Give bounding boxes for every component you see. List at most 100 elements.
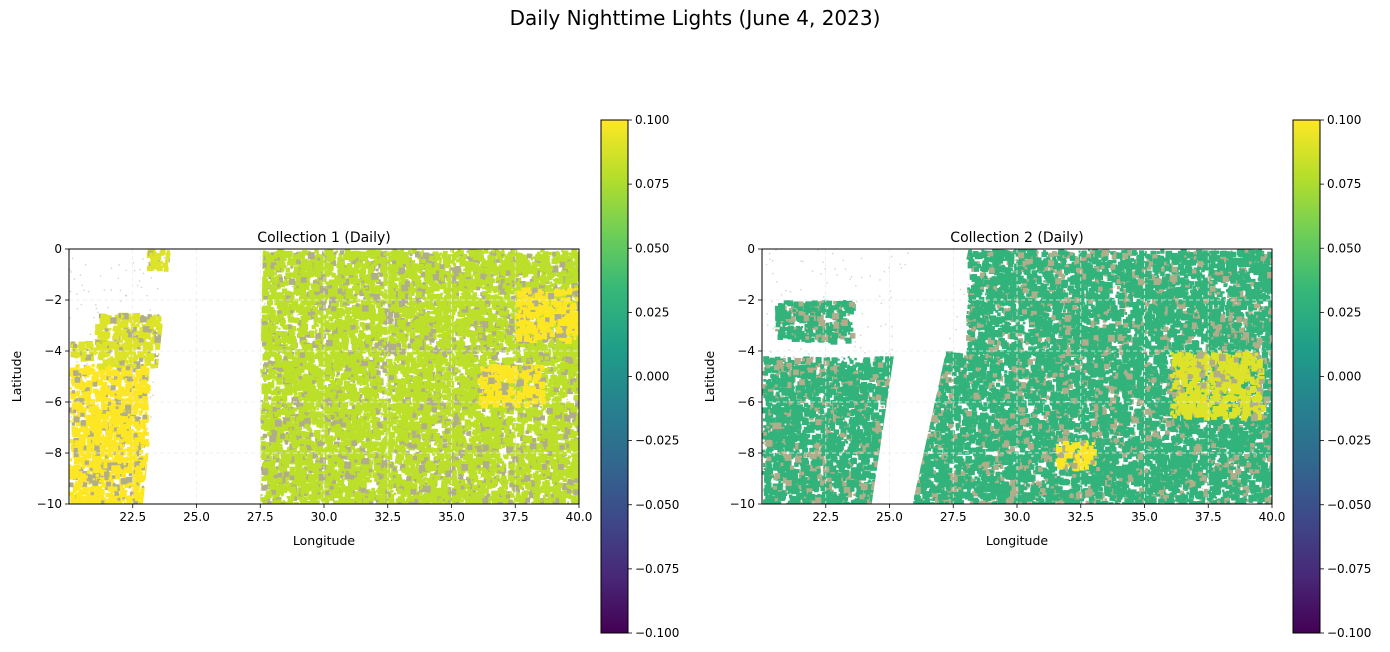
data-pixel	[132, 448, 137, 453]
data-pixel	[77, 440, 84, 447]
data-pixel	[116, 411, 121, 416]
data-pixel	[313, 339, 315, 341]
data-pixel	[115, 474, 121, 480]
data-pixel	[144, 374, 148, 378]
data-pixel	[388, 395, 390, 397]
data-pixel	[69, 378, 71, 381]
data-pixel	[98, 330, 105, 337]
data-pixel	[99, 351, 103, 355]
data-pixel	[145, 432, 149, 436]
data-pixel	[288, 306, 296, 313]
data-pixel	[100, 376, 105, 380]
data-pixel	[108, 418, 113, 423]
data-pixel	[131, 493, 138, 501]
data-pixel	[95, 499, 98, 502]
data-pixel	[84, 387, 90, 392]
data-pixel	[117, 374, 123, 380]
data-pixel	[114, 455, 117, 458]
data-pixel	[86, 380, 91, 385]
data-pixel	[456, 258, 460, 263]
panel-1: 22.5 25.0 27.5 30.0 32.5 35.0 37.5 40.00−2−4−6−…	[9, 113, 679, 640]
data-pixel	[147, 319, 154, 326]
data-pixel	[134, 486, 140, 492]
data-pixel	[71, 426, 76, 431]
data-pixel	[418, 478, 426, 486]
data-pixel	[116, 353, 123, 361]
data-pixel	[275, 372, 279, 375]
data-pixel	[116, 427, 124, 435]
data-pixel	[311, 489, 317, 495]
data-pixel	[86, 421, 91, 426]
data-pixel	[78, 397, 85, 405]
data-pixel	[515, 492, 521, 498]
data-pixel	[76, 466, 84, 474]
data-pixel	[486, 415, 489, 419]
data-pixel	[286, 265, 288, 267]
data-pixel	[398, 444, 406, 452]
data-pixel	[115, 389, 123, 397]
data-pixel	[125, 489, 128, 493]
data-pixel	[94, 330, 100, 335]
data-pixel	[116, 340, 119, 343]
data-pixel	[387, 272, 390, 275]
data-pixel	[102, 419, 108, 426]
data-pixel	[125, 424, 131, 430]
data-pixel	[113, 369, 119, 375]
data-pixel	[121, 457, 127, 463]
data-pixel	[386, 398, 391, 403]
data-pixel	[267, 479, 275, 486]
data-pixel	[545, 446, 551, 453]
data-pixel	[103, 462, 110, 469]
data-pixel	[419, 417, 425, 424]
data-pixel	[69, 458, 73, 461]
data-pixel	[422, 501, 429, 504]
data-pixel	[152, 394, 154, 396]
data-pixel	[117, 326, 121, 330]
data-pixel	[444, 486, 451, 493]
data-pixel	[119, 484, 124, 489]
data-pixel	[124, 410, 127, 413]
data-pixel	[75, 481, 78, 484]
data-pixel	[78, 456, 84, 462]
data-pixel	[408, 342, 410, 345]
data-pixel	[442, 250, 448, 256]
data-pixel	[95, 324, 101, 330]
data-pixel	[97, 379, 104, 386]
data-pixel	[88, 443, 94, 448]
data-pixel	[139, 413, 142, 416]
data-pixel	[137, 350, 145, 358]
data-pixel	[71, 257, 74, 260]
data-pixel	[114, 380, 118, 383]
data-pixel	[526, 427, 532, 433]
data-pixel	[307, 425, 311, 429]
data-pixel	[462, 363, 469, 370]
data-pixel	[453, 332, 455, 334]
data-pixel	[140, 316, 147, 323]
data-pixel	[291, 285, 294, 288]
data-pixel	[81, 445, 87, 451]
data-pixel	[70, 416, 72, 418]
data-pixel	[454, 451, 460, 456]
data-pixel	[100, 372, 105, 378]
data-pixel	[501, 346, 507, 353]
data-pixel	[89, 349, 95, 355]
data-pixel	[155, 358, 161, 364]
data-pixel	[103, 331, 111, 338]
data-pixel	[108, 425, 114, 431]
data-pixel	[138, 399, 143, 403]
data-pixel	[476, 261, 481, 265]
data-pixel	[337, 493, 343, 499]
data-pixel	[157, 317, 162, 322]
data-pixel	[115, 493, 122, 500]
data-pixel	[133, 433, 138, 437]
data-pixel	[348, 284, 350, 286]
data-pixel	[310, 404, 313, 408]
data-pixel	[128, 482, 133, 487]
data-pixel	[130, 408, 138, 415]
data-pixel	[153, 330, 157, 335]
data-pixel	[372, 343, 375, 345]
data-pixel	[96, 416, 101, 422]
data-pixel	[81, 388, 85, 392]
data-pixel	[137, 346, 140, 350]
data-pixel	[349, 367, 356, 374]
